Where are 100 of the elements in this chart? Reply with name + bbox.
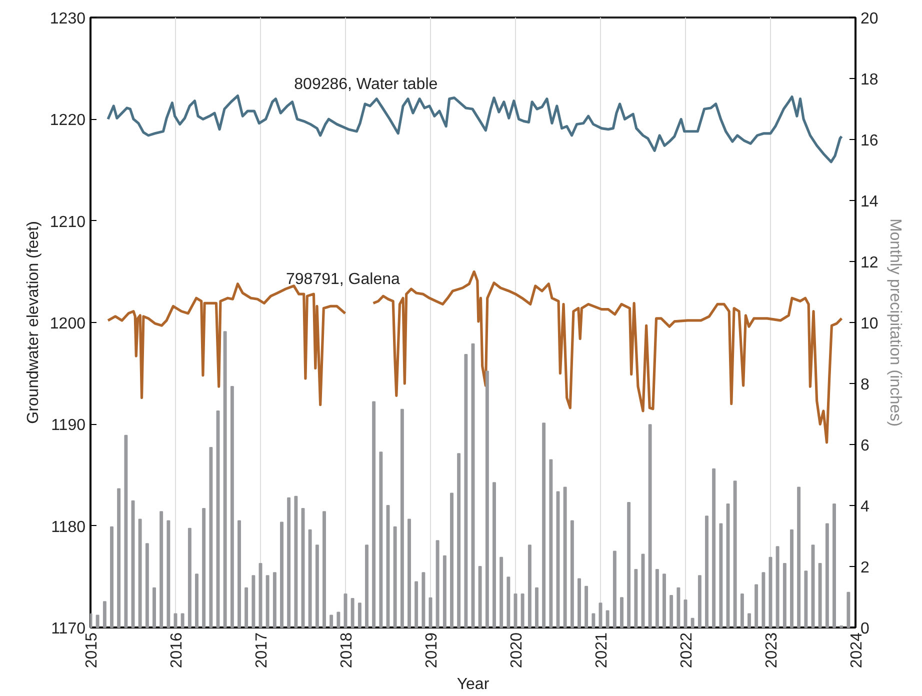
bar	[336, 612, 340, 628]
y-tick-label: 1230	[50, 10, 86, 28]
bar	[648, 424, 652, 628]
bar	[365, 544, 368, 628]
bar	[733, 480, 737, 628]
y-tick-label: 1170	[51, 620, 86, 638]
bar	[563, 486, 567, 628]
bar	[464, 354, 468, 628]
y2-tick-label: 14	[860, 194, 878, 210]
bar	[180, 613, 184, 628]
y-axis-title: Groundwater elevation (feet)	[24, 221, 42, 424]
bar	[209, 447, 213, 628]
y2-tick-label: 0	[860, 620, 870, 638]
bar	[584, 586, 588, 628]
bar	[110, 526, 114, 628]
bar	[485, 370, 489, 628]
bar	[542, 422, 546, 628]
bar	[655, 569, 659, 628]
y2-tick-label: 18	[860, 72, 878, 88]
bar	[506, 576, 510, 628]
bar	[393, 526, 397, 628]
bar	[138, 518, 142, 628]
bar	[712, 468, 716, 628]
x-axis-title: Year	[456, 676, 490, 694]
y2-tick-label: 2	[860, 560, 870, 576]
bar	[202, 508, 206, 628]
bar	[520, 593, 524, 628]
x-tick-label: 2021	[594, 632, 610, 668]
bar	[315, 544, 319, 628]
bar	[570, 520, 574, 628]
x-tick-label: 2017	[254, 632, 270, 668]
bar	[676, 587, 680, 628]
bar	[308, 529, 312, 628]
x-tick-label: 2020	[508, 632, 526, 668]
bar	[500, 556, 504, 628]
y-tick-label: 1190	[51, 417, 86, 434]
bar	[528, 544, 532, 628]
bar	[230, 386, 234, 628]
bar	[358, 602, 362, 628]
bar	[436, 540, 440, 628]
bar	[117, 488, 121, 628]
bar	[719, 523, 723, 628]
bar	[379, 452, 383, 628]
y-tick-label: 1200	[50, 316, 86, 332]
bar	[287, 497, 291, 628]
y2-tick-label: 16	[860, 132, 878, 150]
bar	[330, 614, 334, 628]
y-tick-label: 1180	[51, 518, 86, 536]
x-tick-label: 2018	[338, 632, 356, 668]
bar	[662, 574, 666, 628]
bar	[280, 522, 284, 628]
bar	[606, 610, 610, 628]
bar	[620, 597, 624, 628]
y2-axis-title: Monthly precipitation (inches)	[886, 218, 904, 427]
bar	[408, 518, 411, 628]
bar	[634, 569, 638, 628]
y2-tick-label: 8	[860, 376, 870, 394]
x-tick-label: 2019	[424, 632, 440, 668]
y2-tick-label: 4	[860, 498, 870, 516]
bar	[102, 601, 106, 628]
bar	[535, 587, 538, 628]
bar	[549, 459, 553, 628]
bar	[818, 562, 822, 628]
y2-tick-label: 12	[860, 254, 878, 272]
bar	[272, 572, 276, 628]
bar	[578, 578, 581, 628]
bar	[478, 566, 482, 628]
bar	[238, 520, 241, 628]
bar	[748, 613, 751, 628]
bar	[457, 453, 461, 628]
bar	[790, 529, 794, 628]
bar	[372, 401, 376, 628]
series-label: 809286, Water table	[294, 76, 438, 93]
bar	[825, 523, 829, 628]
bar	[612, 550, 616, 628]
bar	[188, 528, 192, 628]
bar	[414, 581, 418, 628]
bar	[797, 486, 801, 628]
bar	[592, 613, 596, 628]
bar	[442, 555, 446, 628]
bar	[754, 584, 758, 628]
bar	[422, 572, 426, 628]
bar	[762, 572, 766, 628]
bar	[776, 546, 780, 628]
bar	[244, 587, 248, 628]
bar	[96, 614, 100, 628]
bar	[145, 543, 149, 628]
bar	[294, 496, 298, 628]
bar	[670, 594, 674, 628]
bar	[740, 593, 744, 628]
bar	[266, 575, 270, 628]
bar	[492, 482, 496, 628]
bar	[400, 408, 404, 628]
bar	[350, 598, 354, 628]
bar	[195, 574, 198, 628]
bar	[166, 520, 170, 628]
bar	[804, 570, 808, 628]
x-tick-label: 2015	[84, 632, 100, 668]
y-tick-label: 1210	[50, 214, 86, 231]
bar	[160, 511, 164, 628]
